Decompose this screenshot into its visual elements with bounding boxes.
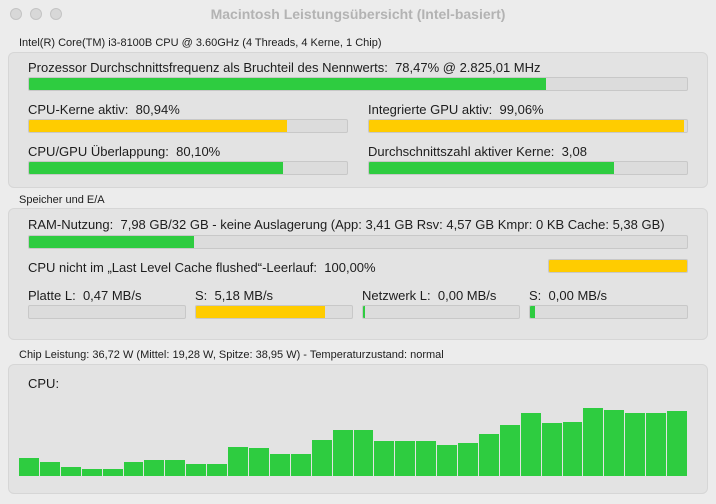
cpu-section-header: Intel(R) Core(TM) i3-8100B CPU @ 3.60GHz…	[19, 37, 382, 49]
ram-value: 7,98 GB/32 GB - keine Auslagerung (App: …	[120, 217, 665, 232]
gpu-bar	[368, 119, 688, 133]
zoom-button[interactable]	[50, 8, 62, 20]
cpu-power-column	[353, 430, 374, 476]
window-controls	[10, 8, 62, 20]
ram-row: RAM-Nutzung: 7,98 GB/32 GB - keine Ausla…	[28, 217, 665, 232]
avgcores-bar-fill	[369, 162, 614, 174]
net-write-bar-fill	[530, 306, 535, 318]
power-section-header: Chip Leistung: 36,72 W (Mittel: 19,28 W,…	[19, 349, 444, 361]
disk-read-bar	[28, 305, 186, 319]
cpu-power-column	[625, 413, 646, 476]
overlap-value: 80,10%	[176, 144, 221, 159]
net-write-label: S:	[529, 288, 542, 303]
close-button[interactable]	[10, 8, 22, 20]
net-write-bar	[529, 305, 688, 319]
llc-bar-fill	[549, 260, 687, 272]
overlap-bar	[28, 161, 348, 175]
cores-label: CPU-Kerne aktiv:	[28, 102, 129, 117]
cores-bar-fill	[29, 120, 287, 132]
gpu-label: Integrierte GPU aktiv:	[368, 102, 493, 117]
ram-label: RAM-Nutzung:	[28, 217, 114, 232]
disk-write-value: 5,18 MB/s	[214, 288, 274, 303]
cpu-power-column	[81, 469, 102, 476]
cpu-power-column	[416, 441, 437, 476]
cpu-power-column	[60, 467, 81, 476]
cpu-power-column	[186, 464, 207, 476]
net-read-bar-fill	[363, 306, 365, 318]
disk-read-value: 0,47 MB/s	[82, 288, 142, 303]
avgcores-row: Durchschnittszahl aktiver Kerne: 3,08	[368, 144, 587, 159]
cpu-power-column	[646, 413, 667, 476]
freq-bar-fill	[29, 78, 546, 90]
gpu-row: Integrierte GPU aktiv: 99,06%	[368, 102, 544, 117]
cpu-power-column	[395, 441, 416, 476]
cpu-power-column	[19, 458, 39, 476]
disk-write-label: S:	[195, 288, 208, 303]
cpu-power-column	[583, 408, 604, 476]
cpu-power-column	[332, 430, 353, 476]
cpu-power-column	[667, 411, 687, 476]
cpu-power-column	[437, 445, 458, 476]
disk-write-bar-fill	[196, 306, 326, 318]
window-title: Macintosh Leistungsübersicht (Intel-basi…	[210, 6, 506, 22]
llc-label: CPU nicht im „Last Level Cache flushed“-…	[28, 260, 318, 275]
cpu-power-column	[478, 434, 499, 476]
cpu-power-history-chart	[19, 399, 688, 476]
net-write-row: S: 0,00 MB/s	[529, 288, 607, 303]
net-read-label: Netzwerk L:	[362, 288, 431, 303]
disk-read-label: Platte L:	[28, 288, 76, 303]
cpu-power-column	[520, 413, 541, 476]
overlap-bar-fill	[29, 162, 284, 174]
freq-row: Prozessor Durchschnittsfrequenz als Bruc…	[28, 60, 541, 75]
memory-section-header: Speicher und E/A	[19, 194, 105, 206]
cpu-power-column	[290, 454, 311, 476]
cpu-power-column	[458, 443, 478, 476]
llc-bar	[548, 259, 688, 273]
title-bar: Macintosh Leistungsübersicht (Intel-basi…	[0, 0, 716, 28]
cpu-power-column	[499, 425, 520, 476]
cores-row: CPU-Kerne aktiv: 80,94%	[28, 102, 180, 117]
cpu-power-column	[562, 422, 583, 476]
net-read-row: Netzwerk L: 0,00 MB/s	[362, 288, 496, 303]
gpu-value: 99,06%	[499, 102, 544, 117]
cpu-power-column	[207, 464, 228, 476]
disk-read-row: Platte L: 0,47 MB/s	[28, 288, 141, 303]
cpu-power-column	[102, 469, 123, 476]
cpu-power-column	[374, 441, 395, 476]
llc-value: 100,00%	[324, 260, 376, 275]
net-read-bar	[362, 305, 520, 319]
avgcores-label: Durchschnittszahl aktiver Kerne:	[368, 144, 555, 159]
cpu-power-column	[311, 440, 332, 476]
cores-value: 80,94%	[135, 102, 180, 117]
net-write-value: 0,00 MB/s	[548, 288, 608, 303]
overlap-row: CPU/GPU Überlappung: 80,10%	[28, 144, 220, 159]
disk-write-row: S: 5,18 MB/s	[195, 288, 273, 303]
cpu-power-column	[228, 447, 248, 476]
ram-bar-fill	[29, 236, 194, 248]
ram-bar	[28, 235, 688, 249]
cpu-power-column	[165, 460, 186, 476]
net-read-value: 0,00 MB/s	[437, 288, 497, 303]
cpu-power-column	[604, 410, 625, 476]
cpu-power-column	[123, 462, 144, 476]
disk-write-bar	[195, 305, 353, 319]
cpu-power-label: CPU:	[28, 376, 60, 391]
avgcores-value: 3,08	[561, 144, 587, 159]
gpu-bar-fill	[369, 120, 684, 132]
minimize-button[interactable]	[30, 8, 42, 20]
freq-value: 78,47% @ 2.825,01 MHz	[395, 60, 541, 75]
overlap-label: CPU/GPU Überlappung:	[28, 144, 169, 159]
freq-label: Prozessor Durchschnittsfrequenz als Bruc…	[28, 60, 388, 75]
avgcores-bar	[368, 161, 688, 175]
cpu-power-column	[248, 448, 269, 476]
cpu-power-column	[269, 454, 290, 476]
cores-bar	[28, 119, 348, 133]
cpu-power-column	[144, 460, 165, 476]
cpu-power-column	[541, 423, 562, 476]
freq-bar	[28, 77, 688, 91]
llc-row: CPU nicht im „Last Level Cache flushed“-…	[28, 260, 376, 275]
cpu-power-column	[39, 462, 60, 476]
